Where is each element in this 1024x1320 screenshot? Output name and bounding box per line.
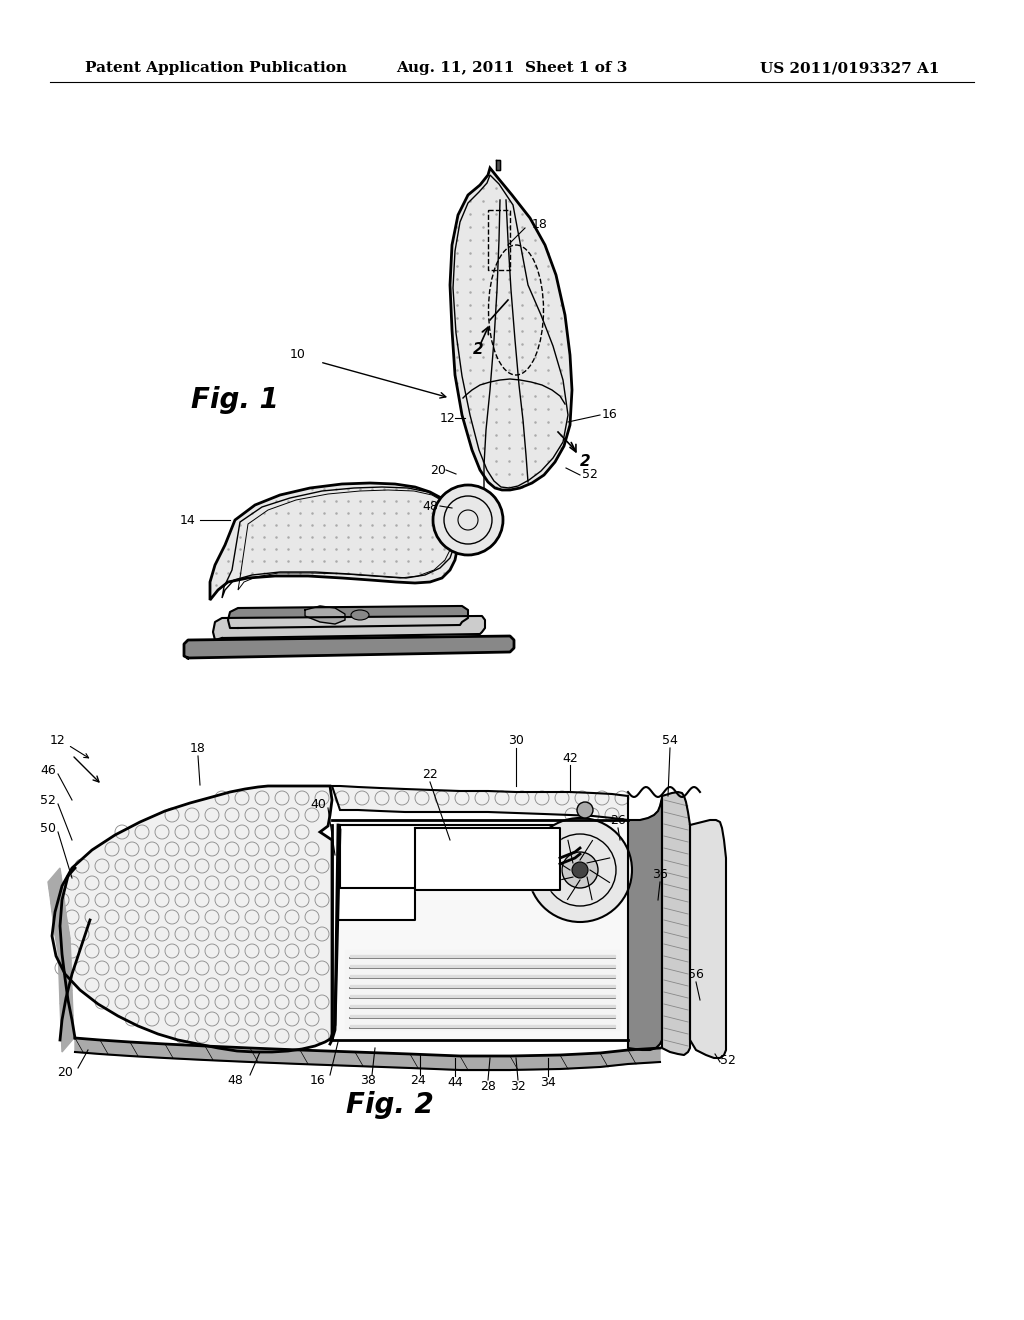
Polygon shape (510, 1055, 560, 1071)
Polygon shape (52, 898, 65, 920)
Polygon shape (51, 890, 63, 912)
Polygon shape (50, 882, 63, 904)
Text: 34: 34 (540, 1076, 556, 1089)
Polygon shape (75, 1038, 100, 1053)
Polygon shape (130, 1041, 165, 1059)
Circle shape (577, 803, 593, 818)
Polygon shape (460, 1056, 510, 1071)
Polygon shape (184, 636, 514, 657)
Text: 10: 10 (290, 348, 306, 362)
Text: Patent Application Publication: Patent Application Publication (85, 61, 347, 75)
Text: US 2011/0193327 A1: US 2011/0193327 A1 (761, 61, 940, 75)
Text: Fig. 1: Fig. 1 (191, 385, 279, 414)
Polygon shape (100, 1040, 130, 1056)
Polygon shape (350, 985, 615, 987)
Polygon shape (305, 606, 345, 624)
Text: 36: 36 (652, 869, 668, 882)
Polygon shape (340, 888, 415, 920)
Polygon shape (350, 1005, 615, 1007)
Text: 20: 20 (57, 1065, 73, 1078)
Polygon shape (496, 160, 500, 170)
Polygon shape (57, 932, 70, 952)
Text: 32: 32 (510, 1080, 526, 1093)
Text: 48: 48 (227, 1073, 243, 1086)
Text: 28: 28 (480, 1080, 496, 1093)
Circle shape (562, 851, 598, 888)
Polygon shape (690, 820, 726, 1059)
Polygon shape (210, 483, 460, 601)
Polygon shape (58, 939, 71, 974)
Text: 18: 18 (190, 742, 206, 755)
Text: 40: 40 (310, 799, 326, 812)
Polygon shape (350, 1015, 615, 1016)
Text: 44: 44 (447, 1076, 463, 1089)
Polygon shape (600, 1049, 628, 1067)
Polygon shape (213, 616, 485, 640)
Text: 52: 52 (582, 469, 598, 482)
Polygon shape (53, 906, 66, 928)
Text: 18: 18 (532, 219, 548, 231)
Polygon shape (48, 869, 61, 888)
Text: 50: 50 (40, 821, 56, 834)
Circle shape (572, 862, 588, 878)
Polygon shape (410, 1053, 460, 1071)
Polygon shape (52, 785, 332, 1052)
Text: 22: 22 (422, 768, 438, 781)
Polygon shape (205, 1045, 250, 1063)
Text: 12: 12 (50, 734, 66, 747)
Text: 16: 16 (602, 408, 617, 421)
Polygon shape (350, 1026, 615, 1027)
Polygon shape (350, 954, 615, 957)
Text: 48: 48 (422, 499, 438, 512)
Polygon shape (628, 799, 662, 1049)
Polygon shape (628, 1048, 660, 1064)
Polygon shape (228, 606, 468, 628)
Text: Fig. 2: Fig. 2 (346, 1092, 434, 1119)
Ellipse shape (351, 610, 369, 620)
Polygon shape (335, 820, 628, 1040)
Polygon shape (350, 975, 615, 977)
Polygon shape (560, 1053, 600, 1069)
Text: 56: 56 (688, 969, 703, 982)
Polygon shape (662, 792, 690, 1055)
Polygon shape (59, 960, 72, 1005)
Polygon shape (55, 920, 68, 940)
Text: 54: 54 (663, 734, 678, 747)
Polygon shape (61, 1015, 74, 1052)
Polygon shape (345, 950, 620, 1030)
Polygon shape (56, 927, 69, 946)
Text: 2: 2 (473, 342, 483, 358)
Polygon shape (300, 1049, 355, 1067)
Polygon shape (355, 1052, 410, 1068)
Polygon shape (332, 785, 628, 820)
Text: 52: 52 (720, 1053, 736, 1067)
Polygon shape (415, 828, 560, 890)
Polygon shape (54, 913, 67, 935)
Text: 2: 2 (580, 454, 590, 470)
Text: 14: 14 (180, 513, 196, 527)
Polygon shape (450, 168, 572, 490)
Polygon shape (49, 875, 62, 896)
Text: 52: 52 (40, 793, 56, 807)
Text: 16: 16 (310, 1073, 326, 1086)
Text: Aug. 11, 2011  Sheet 1 of 3: Aug. 11, 2011 Sheet 1 of 3 (396, 61, 628, 75)
Polygon shape (250, 1048, 300, 1064)
Polygon shape (340, 825, 560, 888)
Text: 12: 12 (440, 412, 456, 425)
Text: 26: 26 (610, 813, 626, 826)
Text: 20: 20 (430, 463, 445, 477)
Polygon shape (350, 965, 615, 968)
Polygon shape (165, 1044, 205, 1060)
Text: 38: 38 (360, 1073, 376, 1086)
Text: 24: 24 (411, 1073, 426, 1086)
Text: 46: 46 (40, 763, 56, 776)
Text: 30: 30 (508, 734, 524, 747)
Polygon shape (60, 990, 73, 1030)
Circle shape (433, 484, 503, 554)
Polygon shape (350, 995, 615, 997)
Circle shape (528, 818, 632, 921)
Text: 42: 42 (562, 751, 578, 764)
